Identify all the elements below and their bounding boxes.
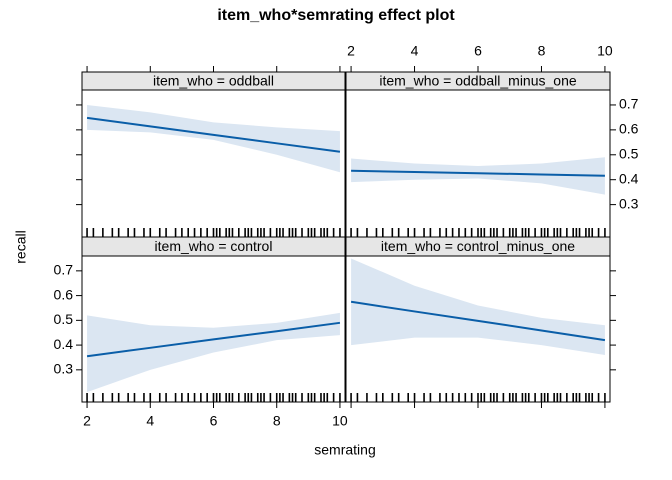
- y-tick-label: 0.7: [619, 96, 639, 112]
- y-tick-label: 0.4: [619, 170, 639, 186]
- x-axis-label: semrating: [314, 442, 375, 458]
- effect-line: [351, 169, 605, 177]
- y-tick-label: 0.7: [54, 262, 74, 278]
- y-tick-label: 0.3: [619, 195, 639, 211]
- x-tick-label: 8: [538, 43, 546, 59]
- x-tick-label: 10: [332, 413, 348, 429]
- y-axis-label: recall: [13, 230, 29, 263]
- x-tick-label: 8: [273, 413, 281, 429]
- x-tick-label: 6: [474, 43, 482, 59]
- y-tick-label: 0.6: [54, 286, 74, 302]
- x-tick-label: 6: [210, 413, 218, 429]
- effect-line: [350, 300, 606, 342]
- chart-title: item_who*semrating effect plot: [217, 7, 455, 24]
- effect-line: [86, 321, 341, 358]
- panel-title: item_who = control: [155, 238, 273, 254]
- effect-line: [86, 116, 341, 153]
- y-tick-label: 0.4: [54, 336, 74, 352]
- panel-title: item_who = control_minus_one: [381, 238, 575, 254]
- confidence-band: [87, 104, 340, 173]
- y-tick-label: 0.6: [619, 121, 639, 137]
- y-tick-label: 0.5: [619, 145, 639, 161]
- panel-title: item_who = oddball: [153, 73, 274, 89]
- y-tick-label: 0.5: [54, 311, 74, 327]
- confidence-band: [351, 157, 605, 195]
- x-tick-label: 2: [83, 413, 91, 429]
- panel-title: item_who = oddball_minus_one: [379, 73, 577, 89]
- confidence-band: [87, 312, 340, 393]
- x-tick-label: 10: [597, 43, 613, 59]
- x-tick-label: 4: [411, 43, 419, 59]
- x-tick-label: 2: [347, 43, 355, 59]
- x-tick-label: 4: [146, 413, 154, 429]
- y-tick-label: 0.3: [54, 361, 74, 377]
